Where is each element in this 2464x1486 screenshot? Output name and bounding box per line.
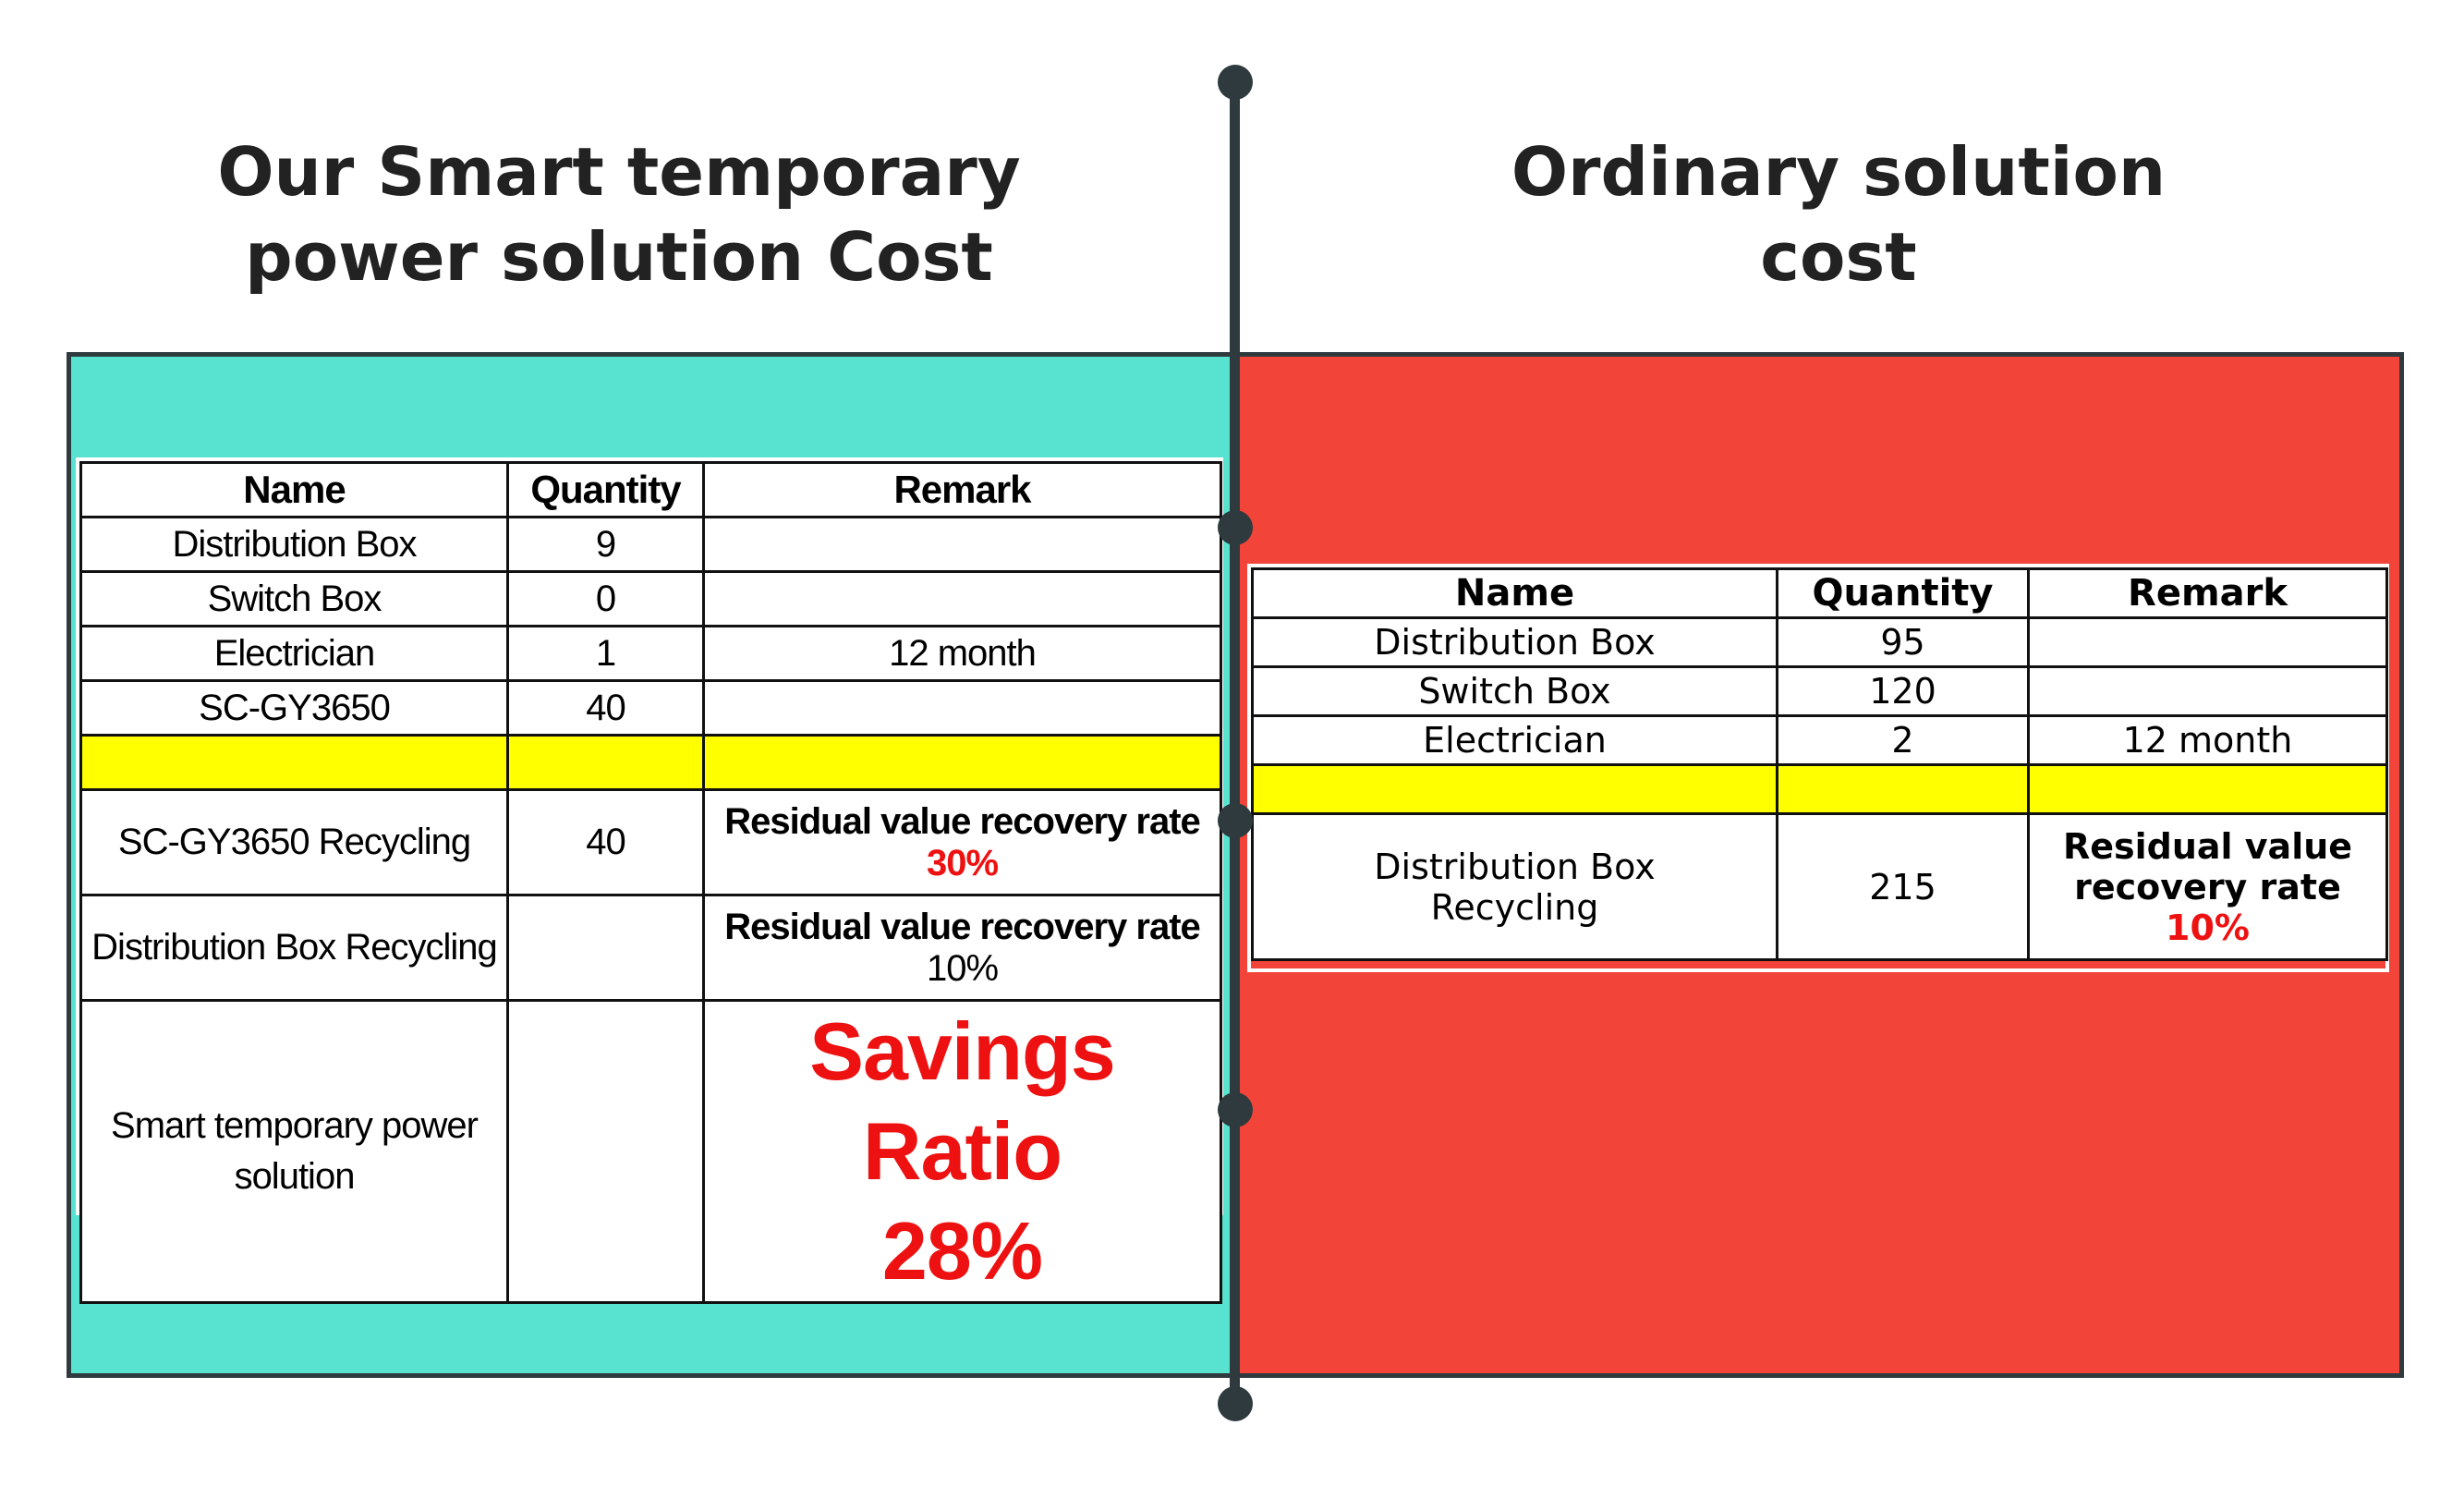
cell-remark xyxy=(702,570,1222,627)
cell-remark xyxy=(2027,665,2388,717)
divider-node-dot xyxy=(1218,1092,1253,1127)
cell-name: Distribution Box xyxy=(1251,616,1778,668)
cell-name: Electrician xyxy=(1251,714,1778,766)
cell-quantity: 9 xyxy=(506,516,705,573)
center-divider-line xyxy=(1230,81,1240,1405)
cell-quantity xyxy=(506,894,705,1002)
cell-quantity: 1 xyxy=(506,625,705,682)
cell-remark xyxy=(702,679,1222,737)
savings-ratio-label: Savings Ratio xyxy=(809,1005,1115,1197)
cell-remark xyxy=(2027,616,2388,668)
recovery-rate-value: 10% xyxy=(926,947,999,989)
divider-endpoint-dot xyxy=(1218,1386,1253,1421)
column-header-quantity: Quantity xyxy=(506,461,705,518)
highlight-row xyxy=(1251,763,2388,815)
cell-quantity: 215 xyxy=(1776,812,2030,961)
smart-solution-heading: Our Smart temporary power solution Cost xyxy=(157,129,1081,299)
recycling-name-line: Distribution Box xyxy=(1374,846,1656,887)
table-row: Distribution Box Recycling Residual valu… xyxy=(79,894,1222,1002)
cell-name: SC-GY3650 Recycling xyxy=(79,788,509,896)
table-row: SC-GY3650 40 xyxy=(79,679,1222,737)
highlight-cell xyxy=(2027,763,2388,815)
column-header-name: Name xyxy=(1251,567,1778,619)
recovery-rate-label: Residual value xyxy=(2062,825,2353,867)
cell-name: Smart temporary power solution xyxy=(79,999,509,1304)
table-row: Distribution Box 9 xyxy=(79,516,1222,573)
table-row: Switch Box 0 xyxy=(79,570,1222,627)
table-header-row: Name Quantity Remark xyxy=(79,461,1222,518)
divider-endpoint-dot xyxy=(1218,65,1253,100)
table-row: Electrician 2 12 month xyxy=(1251,714,2388,766)
divider-node-dot xyxy=(1218,803,1253,838)
cell-quantity: 95 xyxy=(1776,616,2030,668)
column-header-remark: Remark xyxy=(702,461,1222,518)
cell-name: Distribution Box Recycling xyxy=(1251,812,1778,961)
recovery-rate-label: recovery rate xyxy=(2074,866,2341,907)
cell-remark: Residual value recovery rate 10% xyxy=(2027,812,2388,961)
heading-line: power solution Cost xyxy=(245,218,993,296)
table-row: Distribution Box Recycling 215 Residual … xyxy=(1251,812,2388,961)
divider-node-dot xyxy=(1218,510,1253,545)
highlight-row xyxy=(79,734,1222,791)
table-row: SC-GY3650 Recycling 40 Residual value re… xyxy=(79,788,1222,896)
smart-solution-cost-table: Name Quantity Remark Distribution Box 9 … xyxy=(79,461,1222,1304)
recovery-rate-label: Residual value recovery rate xyxy=(724,800,1201,842)
heading-line: Our Smart temporary xyxy=(217,133,1021,211)
table-header-row: Name Quantity Remark xyxy=(1251,567,2388,619)
cell-remark xyxy=(702,516,1222,573)
cell-quantity: 40 xyxy=(506,788,705,896)
heading-line: cost xyxy=(1760,218,1917,296)
recovery-rate-value: 10% xyxy=(2166,907,2250,948)
highlight-cell xyxy=(1776,763,2030,815)
ordinary-solution-cost-table: Name Quantity Remark Distribution Box 95… xyxy=(1251,567,2388,961)
cell-quantity: 2 xyxy=(1776,714,2030,766)
cell-remark: Residual value recovery rate 10% xyxy=(702,894,1222,1002)
cell-name: Switch Box xyxy=(1251,665,1778,717)
savings-ratio-value: 28% xyxy=(881,1205,1043,1297)
summary-name-line: solution xyxy=(234,1156,356,1197)
cell-quantity: 0 xyxy=(506,570,705,627)
summary-row: Smart temporary power solution Savings R… xyxy=(79,999,1222,1304)
highlight-cell xyxy=(702,734,1222,791)
table-row: Electrician 1 12 month xyxy=(79,625,1222,682)
cell-remark: 12 month xyxy=(2027,714,2388,766)
recovery-rate-label: Residual value recovery rate xyxy=(724,906,1201,947)
cell-quantity: 120 xyxy=(1776,665,2030,717)
cell-name: Electrician xyxy=(79,625,509,682)
heading-line: Ordinary solution xyxy=(1511,133,2167,211)
summary-name-line: Smart temporary power xyxy=(111,1105,479,1146)
cell-remark: Residual value recovery rate 30% xyxy=(702,788,1222,896)
highlight-cell xyxy=(79,734,509,791)
cell-name: Distribution Box xyxy=(79,516,509,573)
cell-name: Switch Box xyxy=(79,570,509,627)
recovery-rate-value: 30% xyxy=(926,842,999,883)
column-header-quantity: Quantity xyxy=(1776,567,2030,619)
highlight-cell xyxy=(506,734,705,791)
column-header-name: Name xyxy=(79,461,509,518)
cell-name: SC-GY3650 xyxy=(79,679,509,737)
column-header-remark: Remark xyxy=(2027,567,2388,619)
cell-name: Distribution Box Recycling xyxy=(79,894,509,1002)
table-row: Distribution Box 95 xyxy=(1251,616,2388,668)
recycling-name-line: Recycling xyxy=(1430,886,1599,928)
cell-quantity: 40 xyxy=(506,679,705,737)
table-row: Switch Box 120 xyxy=(1251,665,2388,717)
savings-ratio-cell: Savings Ratio 28% xyxy=(702,999,1222,1304)
cell-remark: 12 month xyxy=(702,625,1222,682)
ordinary-solution-heading: Ordinary solution cost xyxy=(1377,129,2300,299)
highlight-cell xyxy=(1251,763,1778,815)
cell-quantity xyxy=(506,999,705,1304)
